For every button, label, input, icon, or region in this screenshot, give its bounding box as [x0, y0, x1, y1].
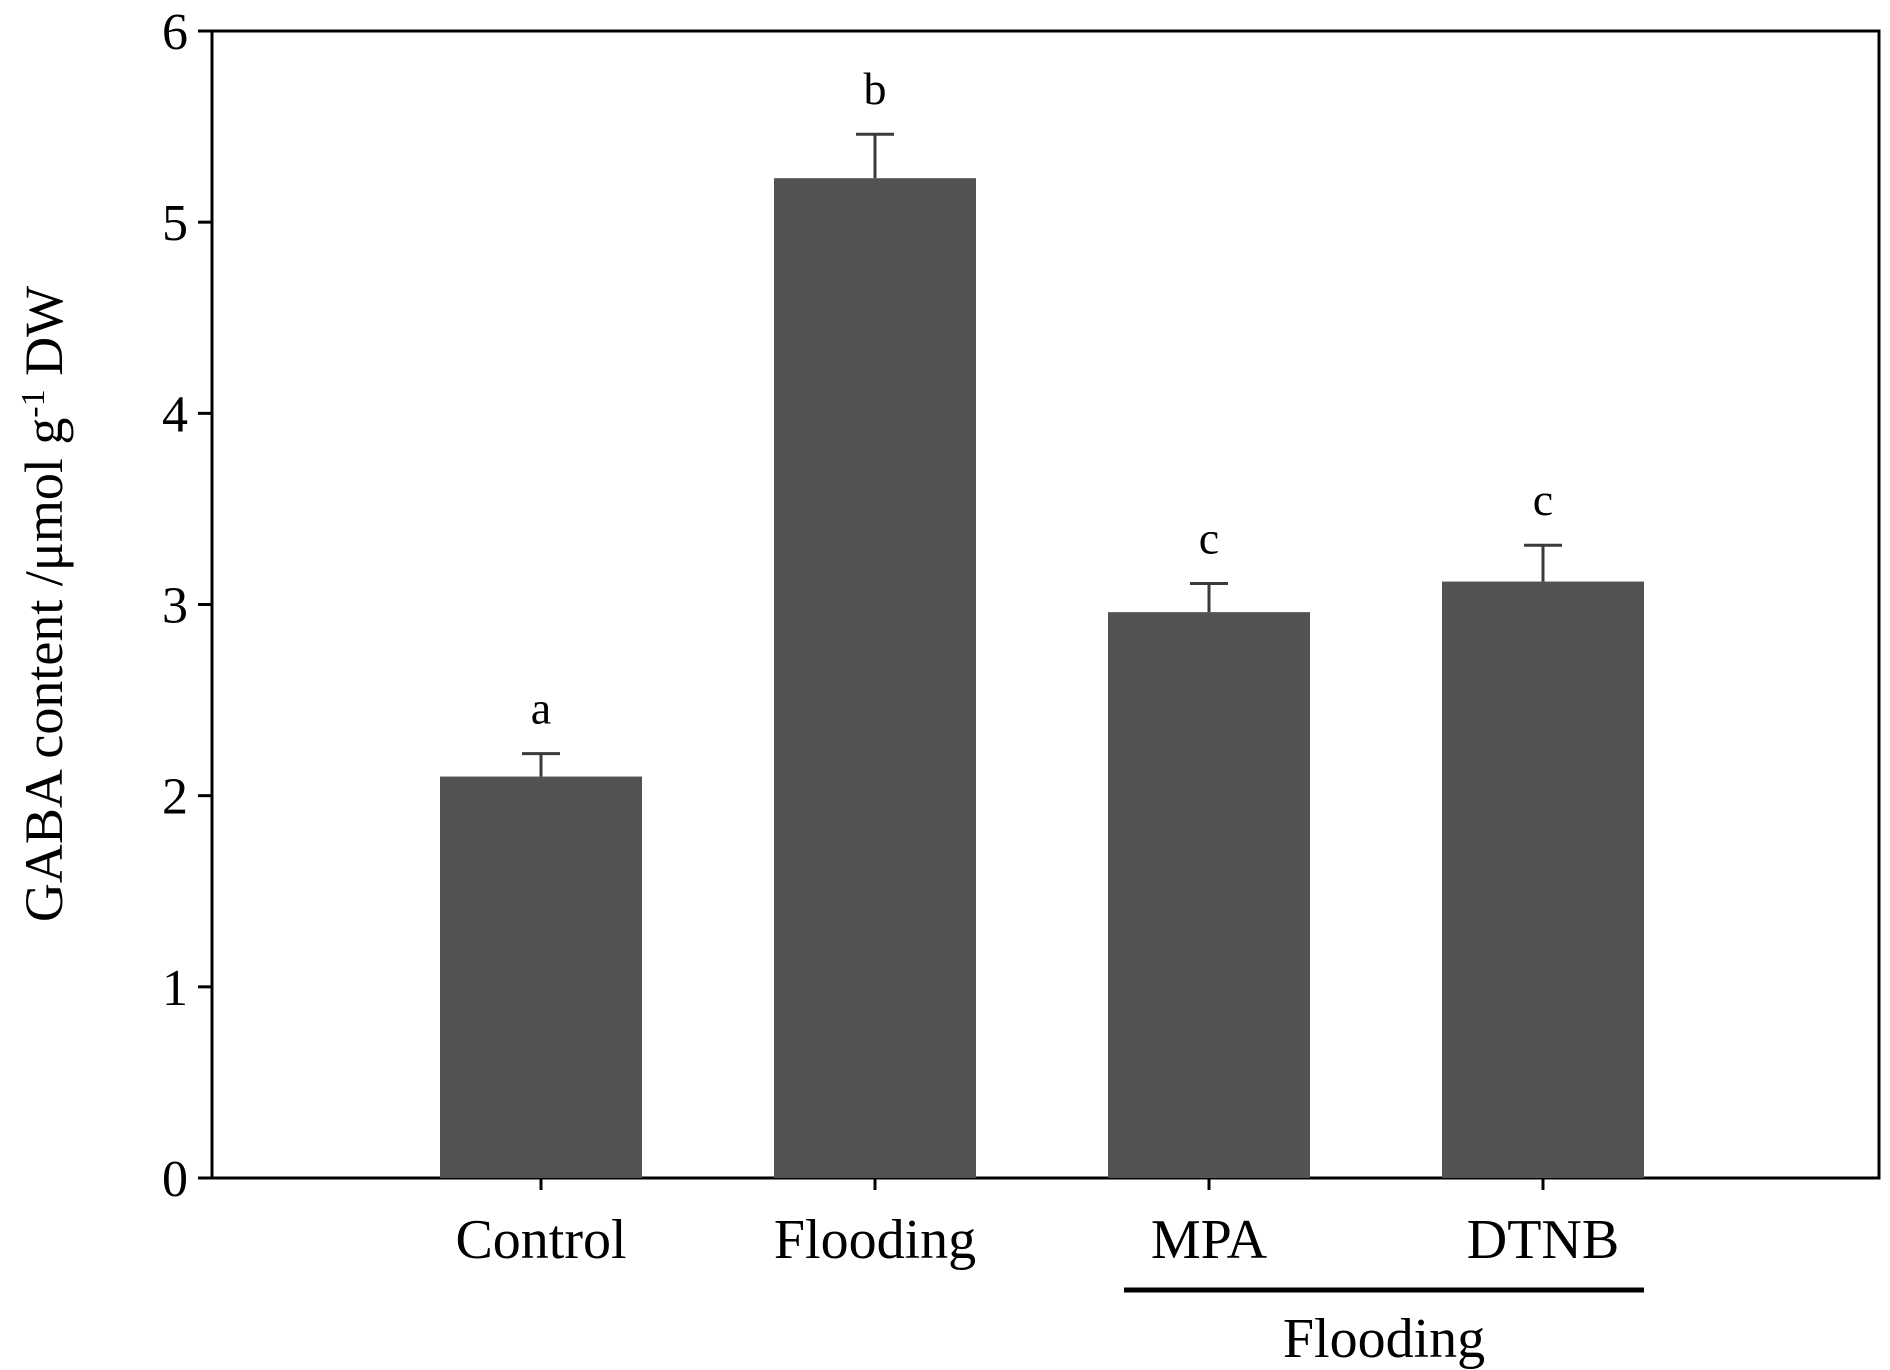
y-tick-label: 4: [162, 386, 188, 443]
y-axis-label: GABA content /μmol g-1 DW: [14, 286, 74, 922]
y-tick-label: 0: [162, 1151, 188, 1208]
x-tick-label: Flooding: [774, 1209, 976, 1271]
y-tick-label: 2: [162, 769, 188, 826]
y-axis-label-main: GABA content /μmol g: [14, 418, 74, 922]
significance-label: c: [1199, 512, 1219, 563]
x-axis: Control Flooding MPA DTNB: [455, 1178, 1619, 1271]
bracket-label: Flooding: [1283, 1308, 1485, 1370]
bar: [1108, 612, 1310, 1178]
significance-label: c: [1533, 474, 1553, 525]
x-tick-label: DTNB: [1467, 1209, 1619, 1271]
y-axis: 0 1 2 3 4 5 6: [162, 4, 212, 1208]
bar: [1442, 581, 1644, 1178]
significance-label: b: [864, 63, 887, 114]
y-axis-label-suffix: DW: [14, 286, 74, 389]
x-tick-label: MPA: [1151, 1209, 1268, 1271]
group-bracket: Flooding: [1124, 1287, 1644, 1370]
significance-label: a: [531, 683, 551, 734]
y-tick-label: 6: [162, 4, 188, 61]
bar: [440, 776, 642, 1178]
bars: a b c c: [440, 63, 1644, 1178]
bar: [774, 178, 976, 1178]
y-tick-label: 5: [162, 195, 188, 252]
x-tick-label: Control: [455, 1209, 626, 1271]
y-tick-label: 1: [162, 960, 188, 1017]
y-axis-label-superscript: -1: [15, 389, 52, 417]
y-tick-label: 3: [162, 578, 188, 635]
